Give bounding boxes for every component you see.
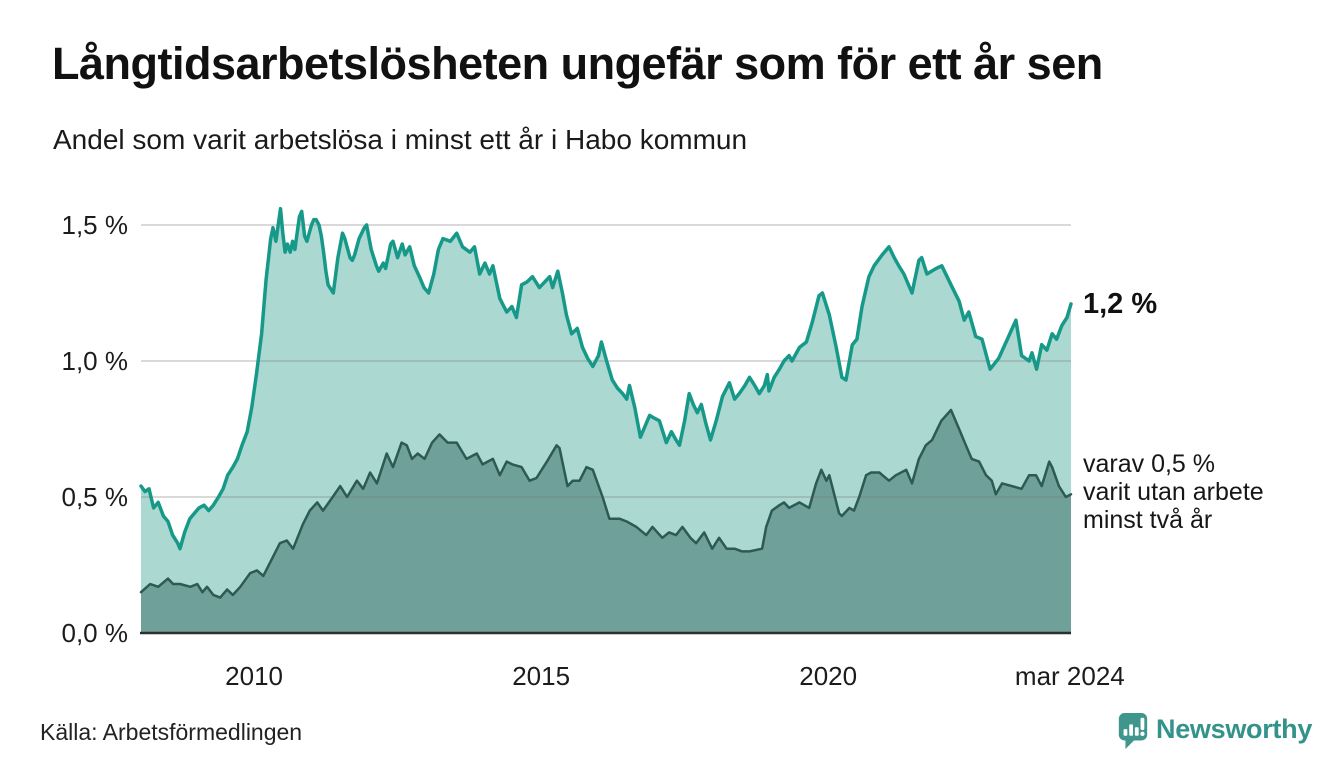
series-end-label-lower-line3: minst två år bbox=[1083, 506, 1213, 534]
newsworthy-logo-icon bbox=[1118, 713, 1148, 749]
y-tick-label: 1,0 % bbox=[61, 346, 129, 376]
series-end-label-lower-line1: varav 0,5 % bbox=[1083, 450, 1216, 478]
y-tick-label: 0,5 % bbox=[61, 482, 129, 512]
line-minst-tva-ar bbox=[139, 408, 1073, 599]
page-subtitle: Andel som varit arbetslösa i minst ett å… bbox=[53, 124, 748, 155]
x-tick-label: 2020 bbox=[799, 661, 858, 691]
series-end-label-lower-line2: varit utan arbete bbox=[1083, 478, 1264, 506]
series-end-label-upper: 1,2 % bbox=[1083, 288, 1158, 320]
x-tick-label: 2015 bbox=[512, 661, 571, 691]
series-end-label-lower: varav 0,5 % varit utan arbete minst två … bbox=[1083, 450, 1264, 534]
source-attribution: Källa: Arbetsförmedlingen bbox=[40, 719, 303, 745]
y-tick-label: 1,5 % bbox=[61, 210, 129, 240]
page-title: Långtidsarbetslösheten ungefär som för e… bbox=[52, 38, 1103, 89]
newsworthy-logo-text: Newsworthy bbox=[1156, 714, 1313, 744]
line-minst-ett-ar bbox=[139, 206, 1073, 551]
y-tick-label: 0,0 % bbox=[61, 618, 129, 648]
x-tick-label: 2010 bbox=[225, 661, 283, 691]
area-minst-tva-ar bbox=[141, 410, 1071, 633]
x-tick-label: mar 2024 bbox=[1014, 661, 1125, 691]
